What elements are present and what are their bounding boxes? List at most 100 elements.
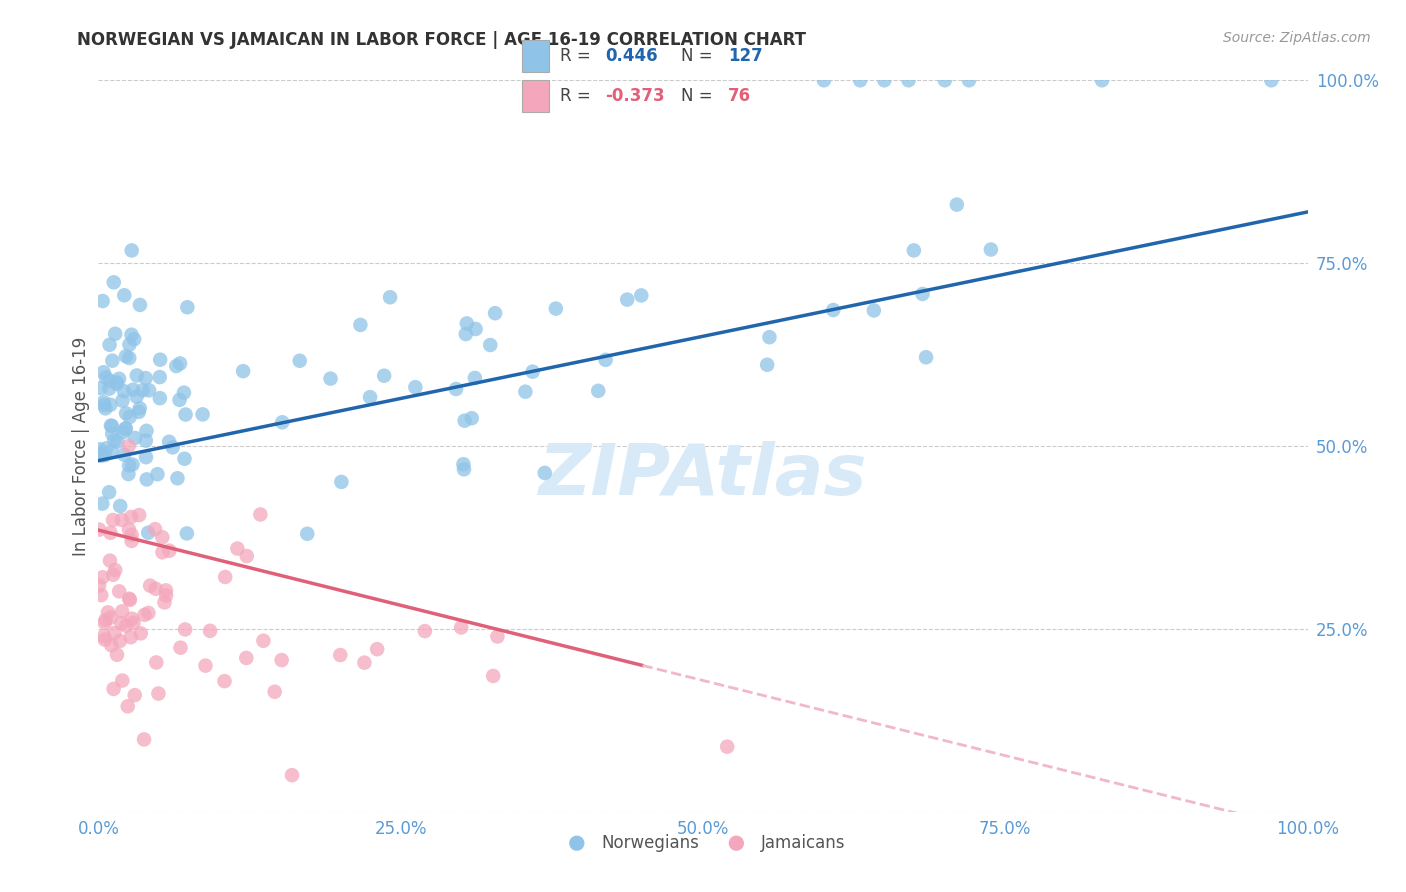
Point [135, 434, 157, 448]
Point [191, 408, 214, 422]
Point [366, 642, 388, 657]
FancyBboxPatch shape [522, 79, 550, 112]
Point [155, 589, 177, 603]
Point [946, 197, 969, 211]
Point [91, 293, 114, 308]
Point [176, 300, 198, 314]
Point [90, 381, 112, 395]
Point [118, 351, 141, 365]
Point [373, 368, 395, 383]
Point [89, 523, 111, 537]
Point [143, 522, 166, 536]
Point [174, 408, 197, 422]
Point [630, 288, 652, 302]
Point [169, 392, 191, 407]
Point [758, 330, 780, 344]
Point [153, 595, 176, 609]
Point [122, 615, 145, 630]
Point [235, 651, 257, 665]
Point [1091, 73, 1114, 87]
Point [103, 626, 125, 640]
Point [486, 630, 509, 644]
Point [464, 322, 486, 336]
Point [104, 563, 127, 577]
Text: 127: 127 [728, 47, 762, 65]
Point [349, 318, 371, 332]
Point [271, 415, 294, 429]
Point [105, 376, 128, 390]
Point [98, 374, 121, 388]
Point [124, 431, 146, 445]
Point [98, 338, 121, 352]
Point [118, 409, 141, 424]
Point [101, 567, 124, 582]
Point [226, 541, 249, 556]
Point [165, 359, 187, 373]
Point [934, 73, 956, 87]
Point [122, 383, 145, 397]
Point [112, 384, 135, 399]
Point [114, 421, 136, 435]
Point [115, 618, 138, 632]
Legend: Norwegians, Jamaicans: Norwegians, Jamaicans [554, 827, 852, 858]
Point [138, 384, 160, 398]
Y-axis label: In Labor Force | Age 16-19: In Labor Force | Age 16-19 [72, 336, 90, 556]
Point [453, 414, 475, 428]
Point [118, 439, 141, 453]
Point [150, 530, 173, 544]
Point [97, 605, 120, 619]
Point [101, 426, 124, 441]
Point [823, 303, 845, 318]
Point [453, 462, 475, 476]
Point [115, 406, 138, 420]
Point [863, 303, 886, 318]
Text: R =: R = [560, 47, 596, 65]
Text: N =: N = [681, 47, 718, 65]
Point [464, 371, 486, 385]
Point [148, 687, 170, 701]
Point [111, 604, 134, 618]
Point [330, 475, 353, 489]
Point [121, 327, 143, 342]
Point [132, 732, 155, 747]
Point [586, 384, 609, 398]
Point [125, 390, 148, 404]
Point [288, 353, 311, 368]
Point [915, 351, 938, 365]
Point [353, 656, 375, 670]
Point [329, 648, 352, 662]
Point [453, 457, 475, 471]
Point [93, 365, 115, 379]
Point [90, 447, 112, 461]
Point [756, 358, 779, 372]
Point [100, 525, 122, 540]
Point [121, 528, 143, 542]
Point [115, 349, 138, 363]
Point [117, 467, 139, 481]
Point [157, 434, 180, 449]
Point [111, 673, 134, 688]
Point [139, 579, 162, 593]
Point [108, 634, 131, 648]
Point [169, 356, 191, 370]
Point [135, 424, 157, 438]
Point [281, 768, 304, 782]
Point [108, 584, 131, 599]
Text: N =: N = [681, 87, 718, 105]
Point [194, 658, 217, 673]
Point [138, 606, 160, 620]
Point [93, 448, 115, 462]
Point [94, 632, 117, 647]
Point [110, 616, 132, 631]
Point [98, 554, 121, 568]
Point [146, 467, 169, 482]
Point [100, 638, 122, 652]
Point [117, 699, 139, 714]
Point [118, 458, 141, 473]
Point [121, 533, 143, 548]
Point [94, 370, 117, 384]
Point [214, 570, 236, 584]
Point [135, 472, 157, 486]
Point [813, 73, 835, 87]
Point [93, 398, 115, 412]
